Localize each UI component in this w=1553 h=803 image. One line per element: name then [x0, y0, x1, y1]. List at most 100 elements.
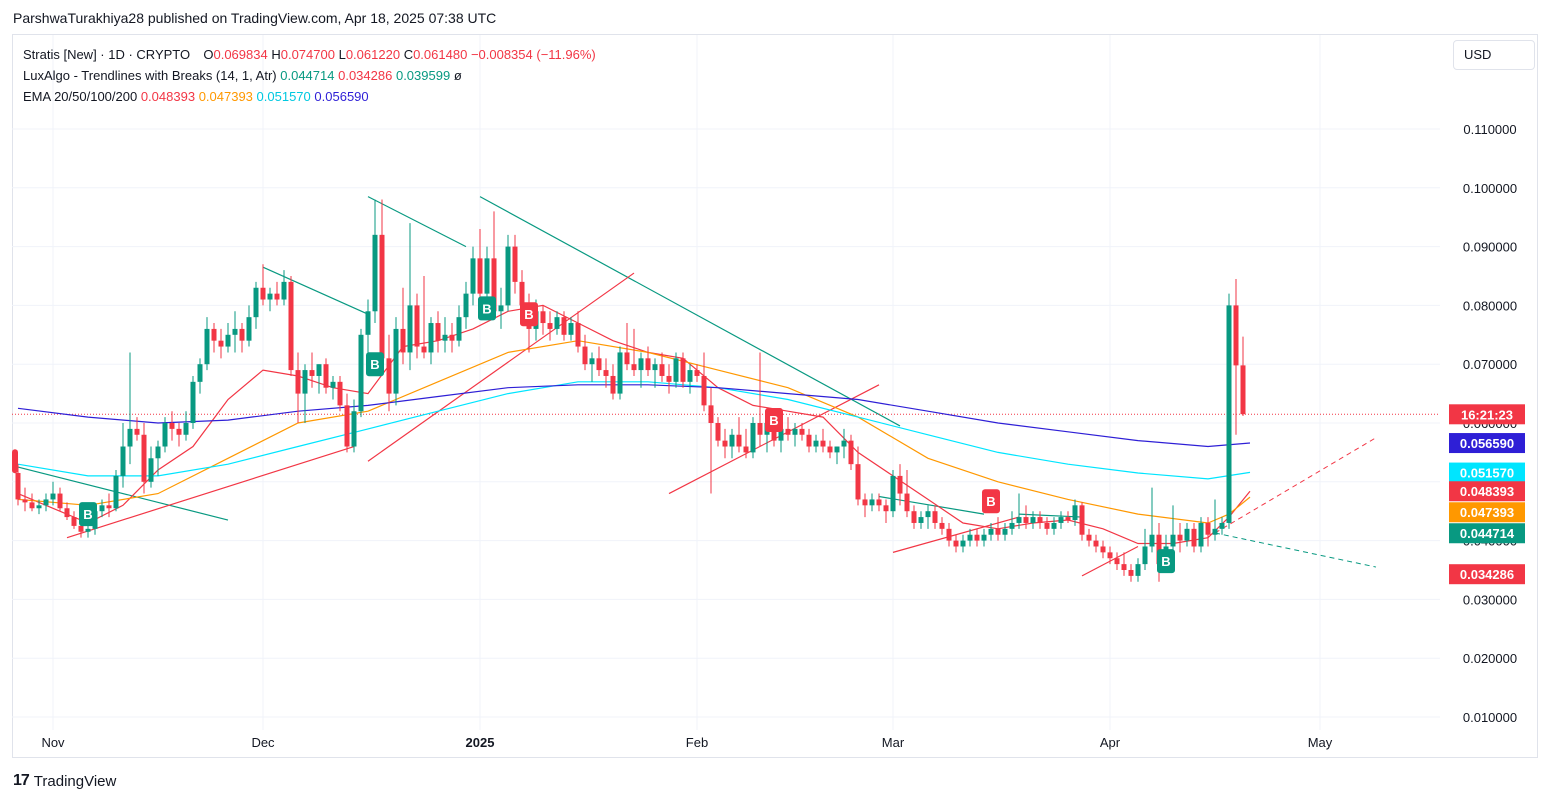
change-value: −0.008354 (−11.96%): [470, 47, 596, 62]
candle-body: [323, 364, 329, 388]
candle-body: [540, 311, 546, 324]
candle-body: [190, 381, 196, 423]
tradingview-brand[interactable]: 17 TradingView: [13, 772, 116, 790]
candle-body: [1093, 540, 1099, 547]
luxalgo-value-2: 0.034286: [338, 68, 393, 83]
trendline-down: [1018, 513, 1083, 518]
candle-body: [379, 234, 385, 359]
high-value: 0.074700: [280, 47, 335, 62]
price-tick-label: 0.010000: [1463, 710, 1517, 725]
price-tick-label: 0.030000: [1463, 592, 1517, 607]
candle-body: [1219, 522, 1225, 529]
candle-body: [946, 528, 952, 541]
candle-body: [974, 534, 980, 541]
price-tick-label: 0.090000: [1463, 240, 1517, 255]
candle-body: [750, 423, 756, 453]
candle-body: [932, 511, 938, 523]
ema100-tag: [1449, 462, 1525, 483]
candle-body: [652, 364, 658, 371]
candle-body: [176, 428, 182, 435]
candle-body: [1205, 522, 1211, 535]
candle-body: [701, 375, 707, 406]
candle-body: [85, 528, 91, 532]
candle-body: [449, 334, 455, 341]
candle-body: [512, 246, 518, 282]
candle-body: [71, 517, 77, 526]
candle-body: [624, 352, 630, 365]
candle-body: [568, 323, 574, 335]
candle-body: [554, 317, 560, 329]
ema50-tag: [1449, 502, 1525, 523]
time-tick-label: Apr: [1100, 735, 1121, 750]
candle-body: [442, 334, 448, 341]
candle-body: [1023, 517, 1029, 523]
candle-body: [869, 499, 875, 506]
legend-luxalgo-row: LuxAlgo - Trendlines with Breaks (14, 1,…: [23, 65, 596, 86]
candle-body: [1128, 570, 1134, 576]
time-tick-label: Feb: [686, 735, 708, 750]
candle-body: [638, 358, 644, 371]
break-label-up: [1157, 549, 1175, 574]
candle-body: [904, 493, 910, 512]
trendline-down: [878, 495, 985, 515]
break-label-text: B: [482, 301, 491, 316]
ema50-tag-text: 0.047393: [1460, 505, 1514, 520]
candle-body: [491, 258, 497, 312]
candle-body: [1072, 505, 1078, 521]
candle-body: [890, 475, 896, 512]
currency-button[interactable]: USD: [1453, 40, 1535, 70]
candle-body: [78, 525, 84, 532]
price-tick-label: 0.020000: [1463, 651, 1517, 666]
trendline-extension-up: [1214, 437, 1377, 534]
luxalgo-value-1: 0.044714: [280, 68, 335, 83]
break-label-down: [520, 302, 538, 327]
published-by-line: ParshwaTurakhiya28 published on TradingV…: [13, 10, 497, 26]
price-tick-label: 0.080000: [1463, 298, 1517, 313]
candlesticks: [15, 199, 1246, 582]
candle-body: [785, 428, 791, 435]
candle-body: [127, 428, 133, 447]
candle-body: [134, 428, 140, 435]
candle-body: [1030, 517, 1036, 523]
candle-body: [36, 505, 42, 509]
candle-body: [582, 346, 588, 365]
candle-body: [1107, 552, 1113, 559]
legend: Stratis [New] · 1D · CRYPTO O0.069834 H0…: [23, 44, 596, 107]
break-label-up: [366, 352, 384, 377]
candle-body: [428, 323, 434, 353]
luxalgo-value-3: 0.039599: [395, 68, 451, 83]
candle-body: [484, 258, 490, 294]
price-tick-label: 0.110000: [1463, 122, 1516, 137]
candle-body: [1170, 534, 1176, 547]
candle-body: [680, 358, 686, 382]
candle-body: [414, 305, 420, 347]
break-label-text: B: [769, 413, 778, 428]
time-axis: Nov Dec 2025 Feb Mar Apr May: [41, 735, 1332, 750]
candle-body: [547, 323, 553, 329]
candle-body: [393, 328, 399, 394]
candle-body: [64, 508, 70, 518]
candle-body: [477, 258, 483, 294]
candle-body: [232, 328, 238, 335]
tradingview-wordmark: TradingView: [33, 772, 117, 790]
candle-body: [253, 287, 259, 318]
break-label-down: [982, 489, 1000, 514]
symbol-label: Stratis [New] · 1D · CRYPTO: [23, 47, 191, 62]
candle-body: [729, 434, 735, 447]
break-label-text: B: [524, 307, 533, 322]
candle-body: [435, 323, 441, 341]
luxalgo-value-4: ø: [453, 68, 462, 83]
ema200-tag: [1449, 433, 1525, 454]
close-label: C: [403, 47, 414, 62]
ema-label: EMA 20/50/100/200: [23, 89, 138, 104]
candle-body: [57, 493, 63, 509]
candle-body: [351, 411, 357, 447]
candle-body: [1233, 305, 1239, 366]
candle-body: [183, 423, 189, 435]
candle-body: [162, 423, 168, 447]
trendline-down: [367, 196, 467, 248]
candle-body: [1058, 517, 1064, 523]
open-label: O: [203, 47, 214, 62]
luxalgo-trendlines: [12, 196, 1440, 577]
